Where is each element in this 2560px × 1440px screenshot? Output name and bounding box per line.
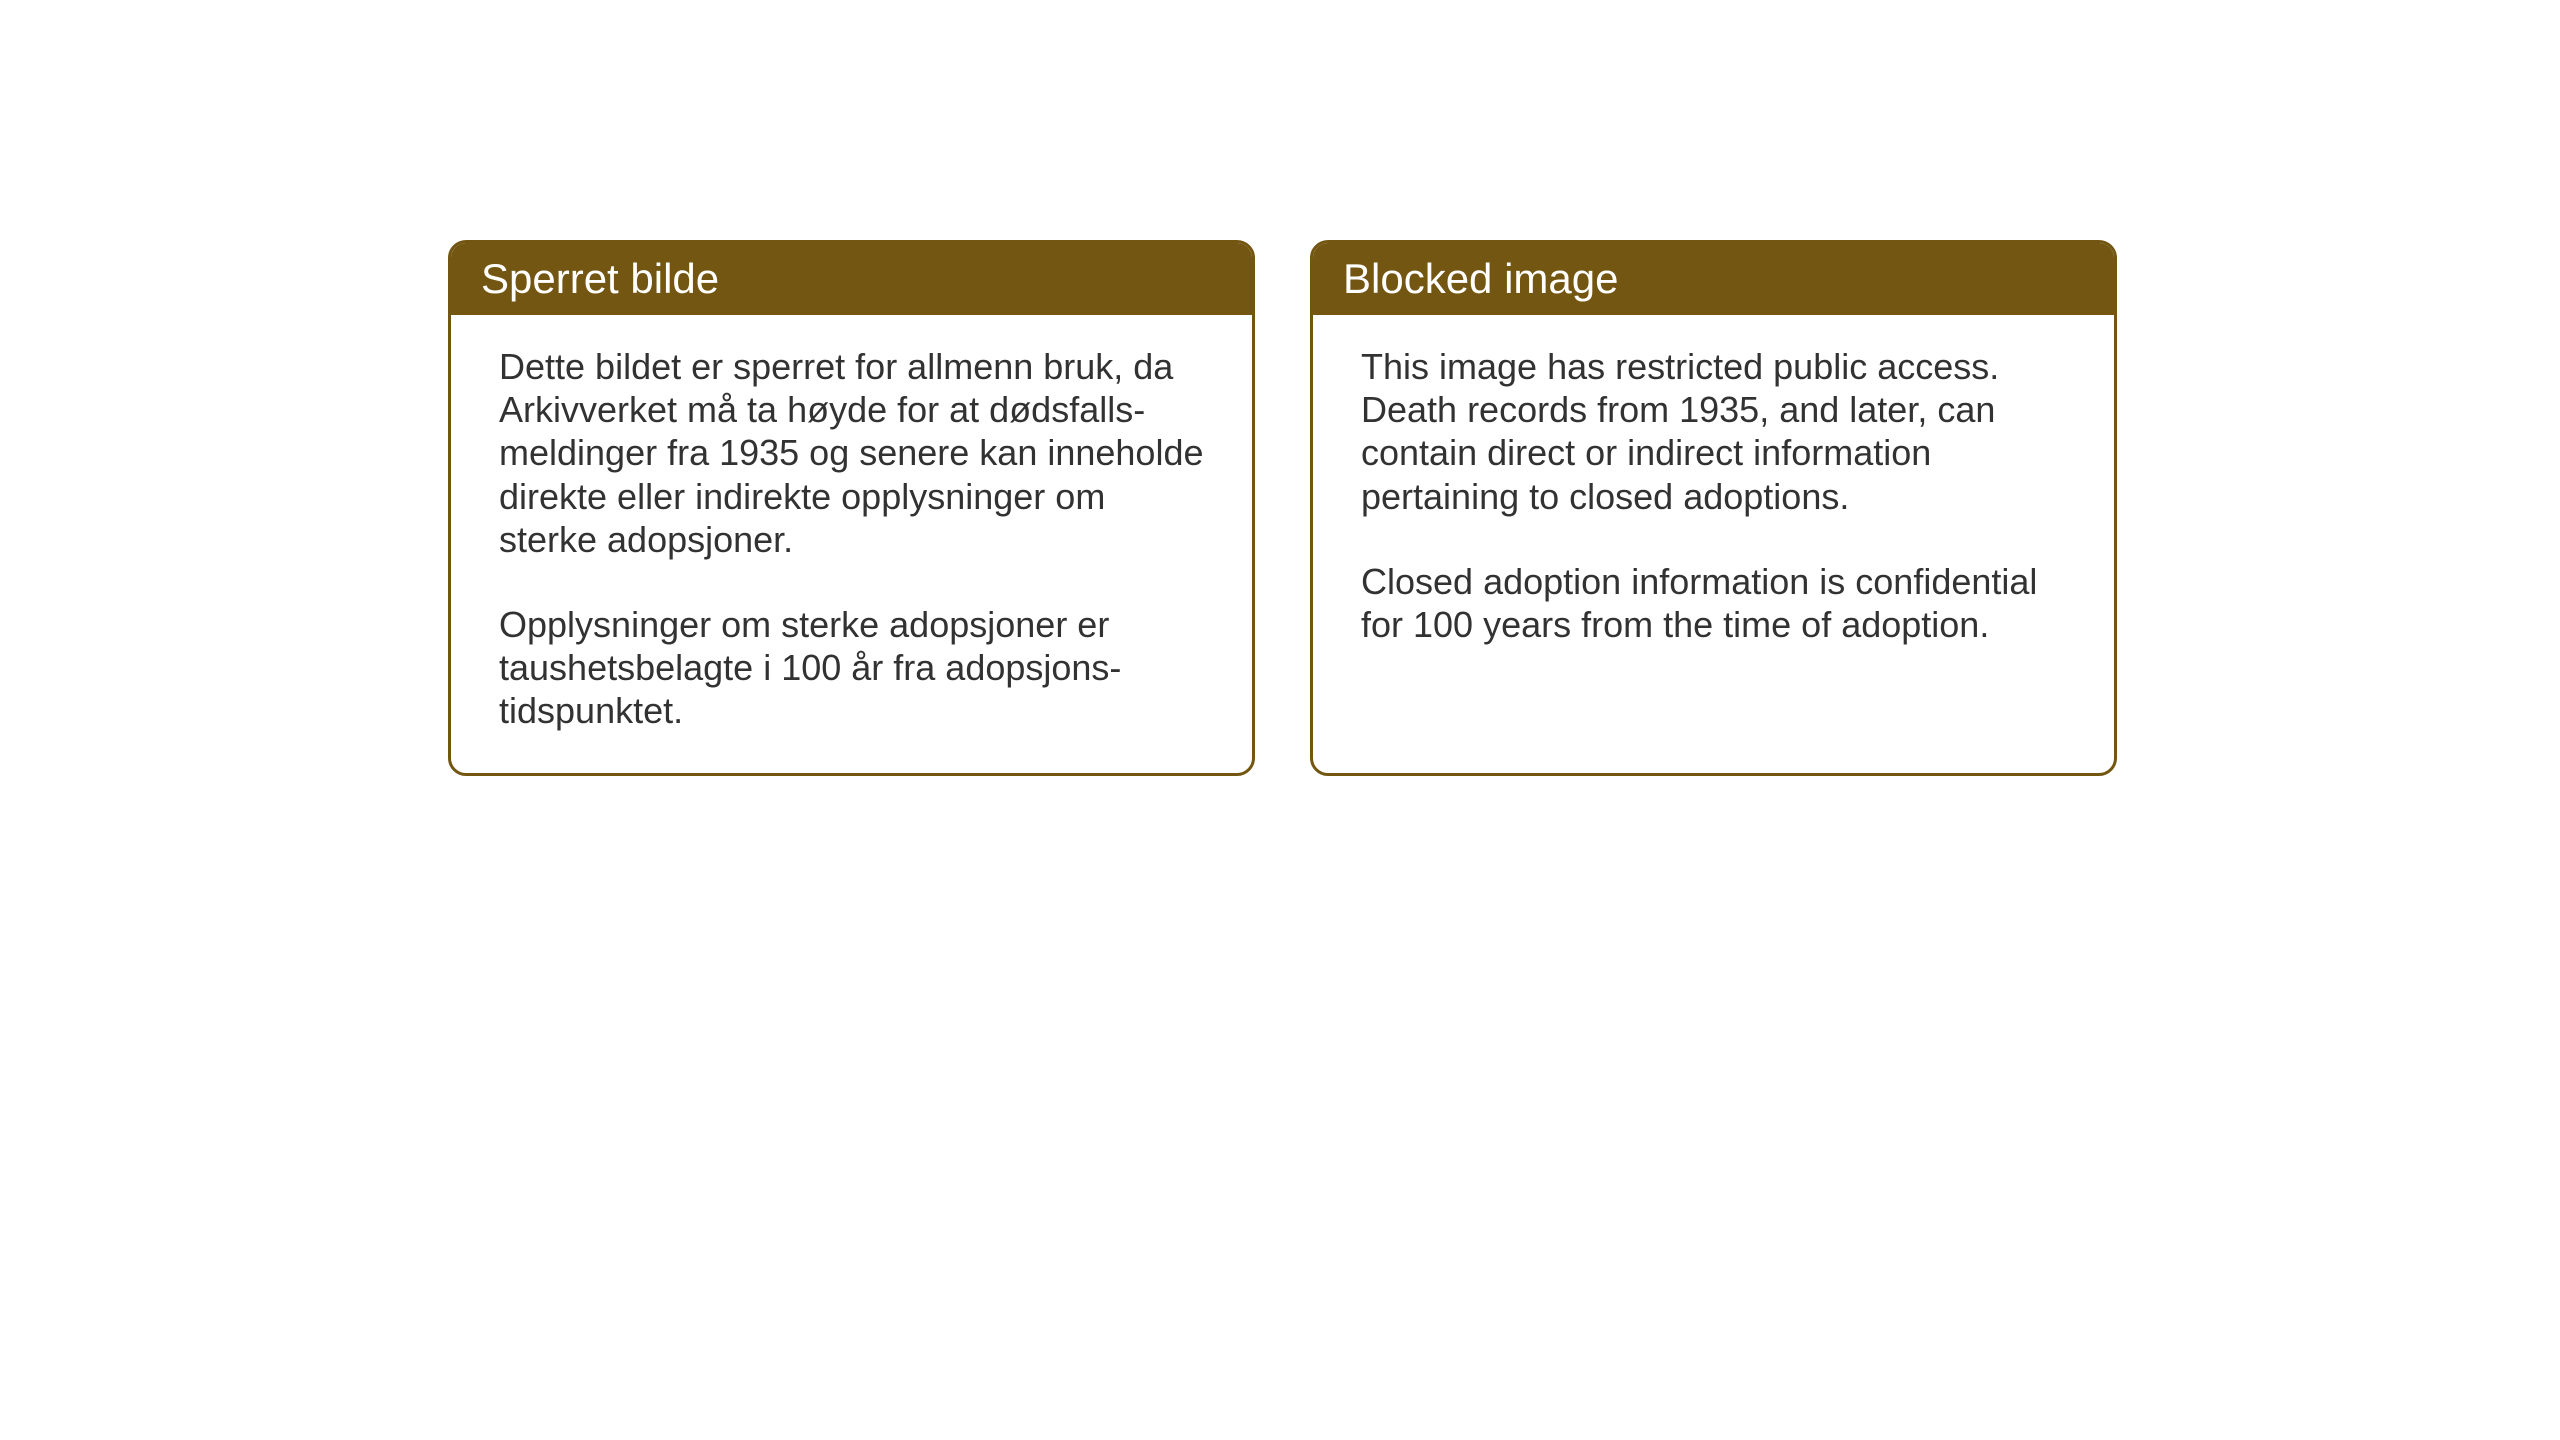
norwegian-notice-card: Sperret bilde Dette bildet er sperret fo… bbox=[448, 240, 1255, 776]
norwegian-paragraph-2: Opplysninger om sterke adopsjoner er tau… bbox=[499, 603, 1204, 733]
norwegian-card-body: Dette bildet er sperret for allmenn bruk… bbox=[451, 315, 1252, 773]
english-card-title: Blocked image bbox=[1313, 243, 2114, 315]
notice-container: Sperret bilde Dette bildet er sperret fo… bbox=[448, 240, 2117, 776]
english-paragraph-2: Closed adoption information is confident… bbox=[1361, 560, 2066, 646]
norwegian-card-title: Sperret bilde bbox=[451, 243, 1252, 315]
english-paragraph-1: This image has restricted public access.… bbox=[1361, 345, 2066, 518]
norwegian-paragraph-1: Dette bildet er sperret for allmenn bruk… bbox=[499, 345, 1204, 561]
english-card-body: This image has restricted public access.… bbox=[1313, 315, 2114, 686]
english-notice-card: Blocked image This image has restricted … bbox=[1310, 240, 2117, 776]
